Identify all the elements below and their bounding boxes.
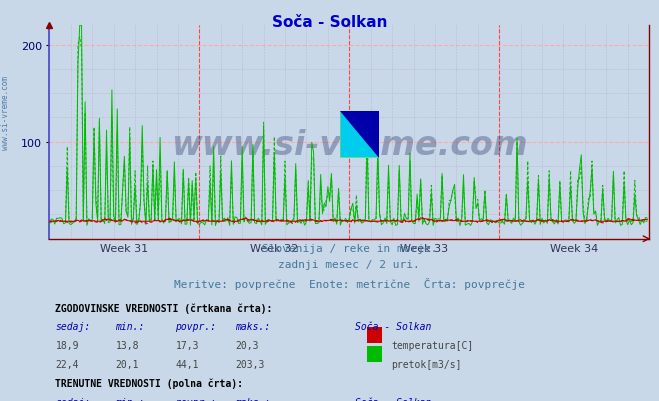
Text: sedaj:: sedaj: <box>55 397 91 401</box>
Text: 13,8: 13,8 <box>115 340 139 350</box>
Text: www.si-vreme.com: www.si-vreme.com <box>171 129 528 162</box>
Text: 18,9: 18,9 <box>55 340 79 350</box>
Text: temperatura[C]: temperatura[C] <box>391 340 474 350</box>
Text: Soča - Solkan: Soča - Solkan <box>355 321 432 331</box>
Text: Slovenija / reke in morje.: Slovenija / reke in morje. <box>262 244 437 254</box>
Bar <box>367 346 382 362</box>
Text: 203,3: 203,3 <box>235 359 265 369</box>
Text: Meritve: povprečne  Enote: metrične  Črta: povprečje: Meritve: povprečne Enote: metrične Črta:… <box>174 277 525 289</box>
Text: ZGODOVINSKE VREDNOSTI (črtkana črta):: ZGODOVINSKE VREDNOSTI (črtkana črta): <box>55 302 273 313</box>
Text: maks.:: maks.: <box>235 397 271 401</box>
Text: min.:: min.: <box>115 397 145 401</box>
Text: zadnji mesec / 2 uri.: zadnji mesec / 2 uri. <box>278 260 420 269</box>
Text: maks.:: maks.: <box>235 321 271 331</box>
Text: 44,1: 44,1 <box>175 359 199 369</box>
Text: 20,1: 20,1 <box>115 359 139 369</box>
Text: Soča - Solkan: Soča - Solkan <box>355 397 432 401</box>
Polygon shape <box>340 111 380 158</box>
Text: 20,3: 20,3 <box>235 340 259 350</box>
Text: sedaj:: sedaj: <box>55 321 91 331</box>
Text: povpr.:: povpr.: <box>175 397 217 401</box>
Text: povpr.:: povpr.: <box>175 321 217 331</box>
Text: Soča - Solkan: Soča - Solkan <box>272 15 387 30</box>
Text: pretok[m3/s]: pretok[m3/s] <box>391 359 462 369</box>
Bar <box>367 328 382 343</box>
Text: min.:: min.: <box>115 321 145 331</box>
Bar <box>340 111 380 158</box>
Text: www.si-vreme.com: www.si-vreme.com <box>1 75 10 149</box>
Text: TRENUTNE VREDNOSTI (polna črta):: TRENUTNE VREDNOSTI (polna črta): <box>55 378 243 389</box>
Polygon shape <box>340 111 380 158</box>
Text: 17,3: 17,3 <box>175 340 199 350</box>
Text: 22,4: 22,4 <box>55 359 79 369</box>
